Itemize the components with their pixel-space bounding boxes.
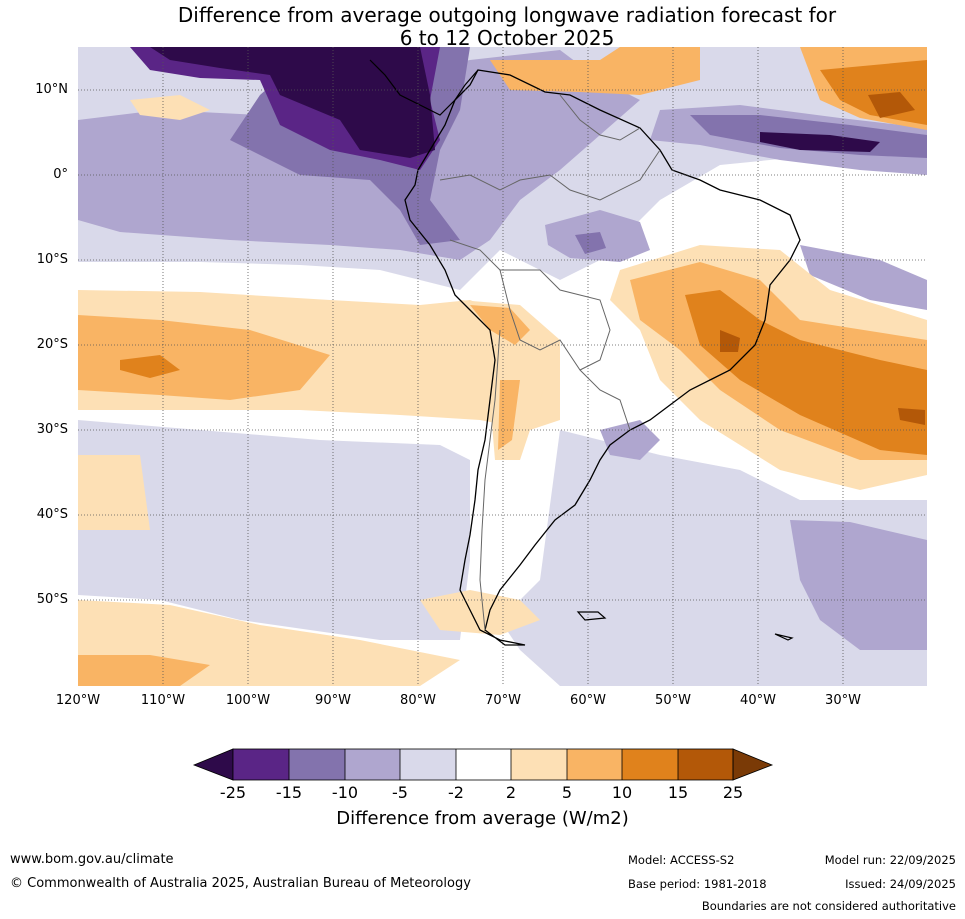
cb-10-15 bbox=[622, 749, 678, 780]
cb-tick-neg5: -5 bbox=[392, 783, 408, 802]
lat-label-50s: 50°S bbox=[36, 592, 68, 607]
country-borders bbox=[439, 94, 661, 631]
region-pos-brazil-core bbox=[720, 330, 925, 425]
title-line-1: Difference from average outgoing longwav… bbox=[177, 3, 837, 27]
lon-label-110w: 110°W bbox=[140, 693, 186, 708]
cb-neg2-2 bbox=[456, 749, 511, 780]
map-field bbox=[78, 47, 927, 686]
region-neg-east-atl bbox=[800, 245, 927, 310]
colorbar-label: Difference from average (W/m2) bbox=[336, 808, 629, 829]
region-neg-south-atlantic bbox=[500, 430, 927, 686]
footer-base-period: Base period: 1981-2018 bbox=[628, 877, 767, 891]
lon-label-120w: 120°W bbox=[55, 693, 101, 708]
region-neg-south-atlantic-med bbox=[790, 520, 927, 650]
cb-neg25-neg15 bbox=[233, 749, 289, 780]
footer-website[interactable]: www.bom.gov.au/climate bbox=[10, 852, 174, 867]
cb-5-10 bbox=[567, 749, 622, 780]
cb-tick-15: 15 bbox=[667, 783, 689, 802]
lat-label-30s: 30°S bbox=[36, 422, 68, 437]
footer-model-run: Model run: 22/09/2025 bbox=[824, 853, 956, 867]
cb-lt-neg25 bbox=[192, 748, 234, 781]
anomaly-map bbox=[78, 47, 927, 686]
cb-tick-5: 5 bbox=[561, 783, 573, 802]
graticule bbox=[78, 47, 927, 686]
region-pos-north-atl-core bbox=[868, 92, 915, 118]
region-neg-amazon-core bbox=[575, 232, 606, 254]
region-neg-extreme bbox=[150, 47, 435, 158]
footer-issued: Issued: 24/09/2025 bbox=[845, 877, 956, 891]
coastline-falklands bbox=[576, 611, 607, 621]
region-pos-pacific-north bbox=[130, 95, 210, 120]
footer-model: Model: ACCESS-S2 bbox=[628, 853, 735, 867]
lon-label-100w: 100°W bbox=[225, 693, 271, 708]
region-pos-pacific-spot bbox=[120, 355, 180, 378]
coastline-south-georgia bbox=[774, 633, 794, 641]
region-pos-patagonia bbox=[420, 590, 540, 635]
region-pos-southwest-core bbox=[78, 655, 210, 686]
cb-neg10-neg5 bbox=[345, 749, 400, 780]
region-pos-caribbean bbox=[490, 47, 700, 95]
chart-title: Difference from average outgoing longwav… bbox=[0, 4, 965, 50]
region-neg-atlantic-core bbox=[760, 132, 880, 152]
lon-label-50w: 50°W bbox=[655, 693, 691, 708]
lon-label-80w: 80°W bbox=[400, 693, 436, 708]
lat-label-20s: 20°S bbox=[36, 337, 68, 352]
cb-neg5-neg2 bbox=[400, 749, 456, 780]
lon-label-40w: 40°W bbox=[740, 693, 776, 708]
lon-label-70w: 70°W bbox=[485, 693, 521, 708]
cb-tick-2: 2 bbox=[505, 783, 517, 802]
region-pos-pacific-core bbox=[78, 315, 330, 400]
footer-disclaimer: Boundaries are not considered authoritat… bbox=[701, 899, 956, 913]
lat-label-0: 0° bbox=[53, 167, 68, 182]
cb-tick-neg2: -2 bbox=[448, 783, 464, 802]
region-pos-brazil-strong bbox=[685, 290, 927, 455]
cb-tick-neg15: -15 bbox=[275, 783, 303, 802]
coastline-south-america bbox=[404, 69, 801, 646]
cb-tick-10: 10 bbox=[611, 783, 633, 802]
title-line-2: 6 to 12 October 2025 bbox=[399, 26, 615, 50]
cb-15-25 bbox=[678, 749, 733, 780]
footer-copyright: © Commonwealth of Australia 2025, Austra… bbox=[10, 876, 471, 891]
cb-gt-25 bbox=[732, 748, 774, 781]
coastline-central-america bbox=[369, 59, 479, 116]
region-pos-southwest bbox=[78, 455, 460, 686]
cb-2-5 bbox=[511, 749, 567, 780]
cb-tick-neg25: -25 bbox=[219, 783, 247, 802]
lat-label-40s: 40°S bbox=[36, 507, 68, 522]
lon-label-90w: 90°W bbox=[315, 693, 351, 708]
lat-label-10s: 10°S bbox=[36, 252, 68, 267]
region-neg-south-pacific bbox=[78, 420, 470, 640]
lat-label-10n: 10°N bbox=[35, 82, 68, 97]
lon-label-30w: 30°W bbox=[825, 693, 861, 708]
cb-tick-25: 25 bbox=[722, 783, 744, 802]
lon-label-60w: 60°W bbox=[570, 693, 606, 708]
cb-neg15-neg10 bbox=[289, 749, 345, 780]
region-pos-andes-core bbox=[470, 305, 530, 450]
cb-tick-neg10: -10 bbox=[331, 783, 359, 802]
